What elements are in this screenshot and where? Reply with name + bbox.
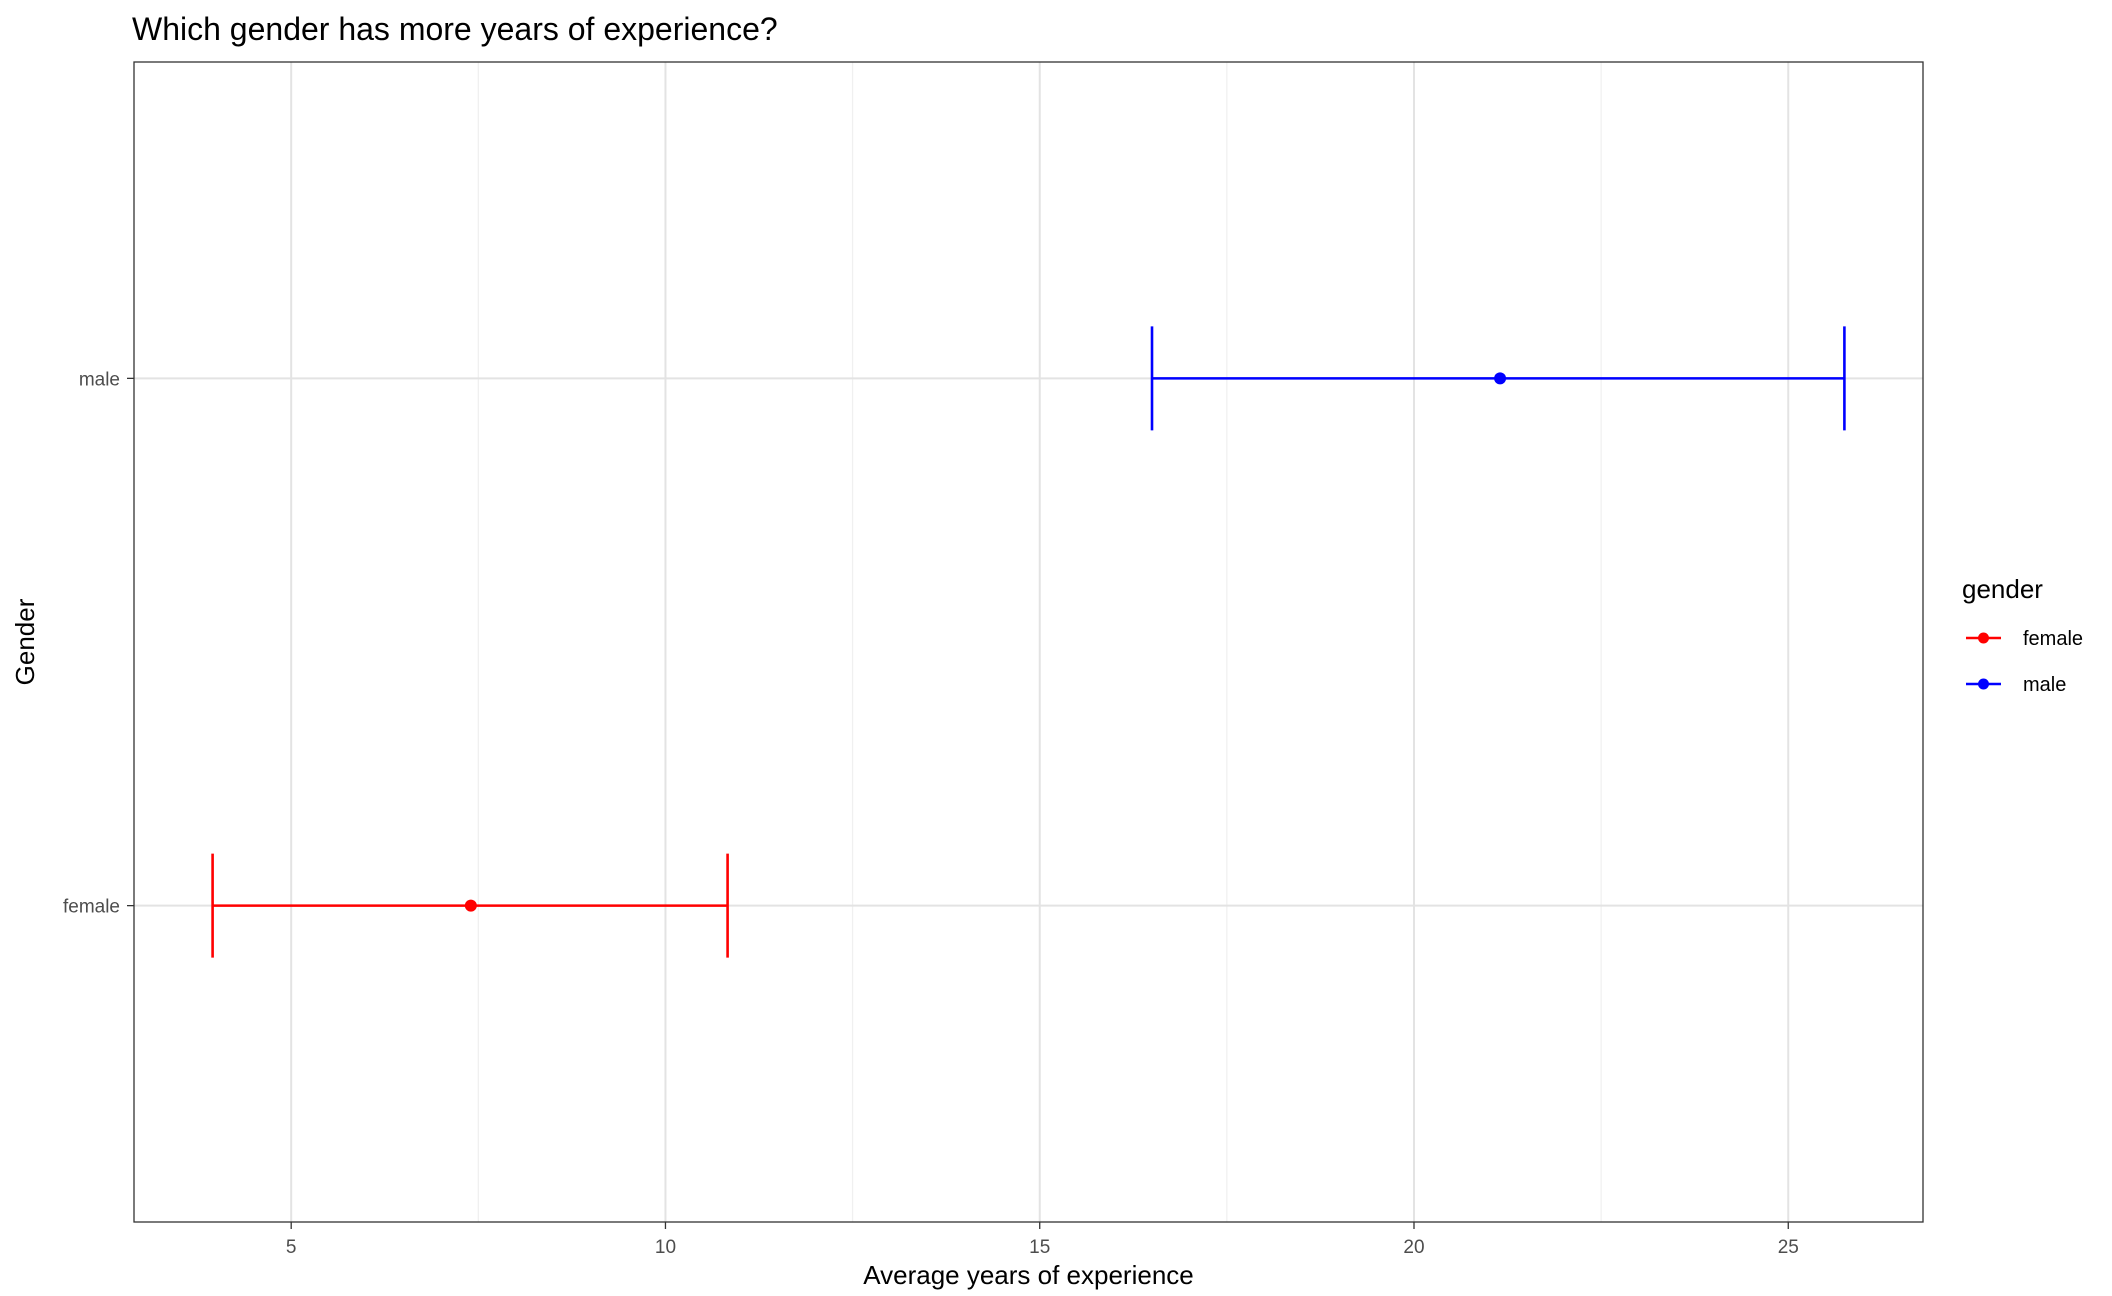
legend-title: gender [1962, 574, 2043, 604]
legend-key-point-male [1978, 678, 1989, 690]
legend-label-female: female [2023, 628, 2083, 650]
x-axis: 5 10 15 20 25 [286, 1222, 1799, 1258]
x-tick-label: 15 [1029, 1237, 1050, 1258]
y-axis-title: Gender [10, 598, 40, 685]
legend-items: female male [1966, 628, 2083, 696]
x-tick-label: 20 [1403, 1237, 1424, 1258]
x-tick-label: 5 [286, 1237, 297, 1258]
mean-point-female [464, 899, 477, 912]
chart-title: Which gender has more years of experienc… [132, 11, 778, 47]
panel-border [133, 61, 1924, 1223]
y-tick-label-female: female [63, 897, 120, 918]
y-axis: female male [63, 369, 134, 918]
legend-key-point-female [1978, 632, 1989, 644]
x-tick-label: 10 [655, 1237, 676, 1258]
legend-label-male: male [2023, 674, 2066, 696]
minor-gridlines [477, 62, 1602, 1222]
errorbar-female [211, 853, 729, 958]
panel-background [134, 62, 1923, 1222]
data-marks [211, 326, 1846, 958]
mean-point-male [1494, 372, 1507, 385]
x-axis-title: Average years of experience [863, 1260, 1194, 1290]
x-tick-label: 25 [1778, 1237, 1799, 1258]
legend: gender female male [1962, 574, 2083, 696]
plot-panel [133, 61, 1924, 1223]
errorbar-male [1150, 326, 1846, 431]
y-tick-label-male: male [79, 369, 120, 390]
legend-item-female: female [1966, 628, 2083, 650]
legend-item-male: male [1966, 674, 2066, 696]
